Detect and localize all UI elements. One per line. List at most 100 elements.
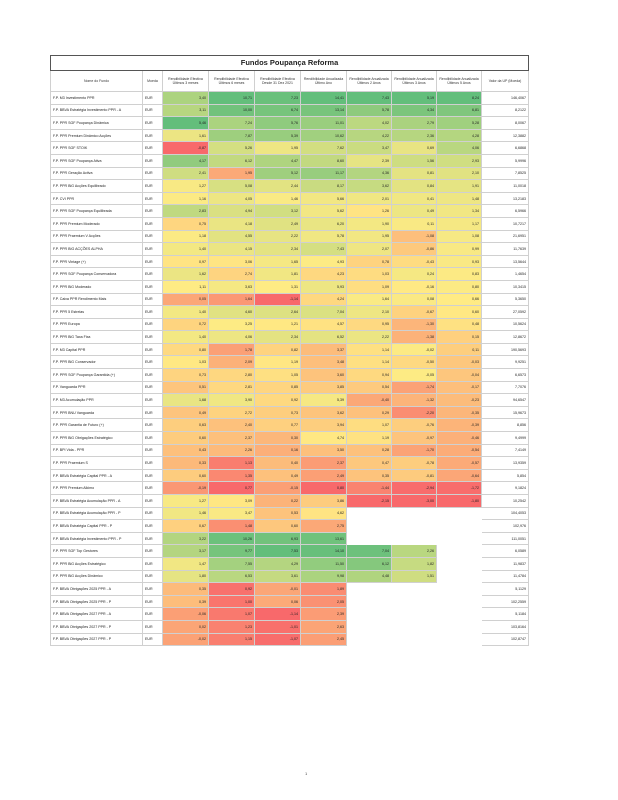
return-cell: 2,36 bbox=[391, 128, 437, 143]
return-cell: -0,86 bbox=[391, 242, 437, 256]
return-cell: 0,40 bbox=[254, 456, 301, 470]
table-row: F.P. PPR Premium Moderado EUR 0,75 4,18 2,49… bbox=[50, 216, 530, 231]
table-row: F.P. PPR SGF Poupança Dinâmica EUR 5,46 7,2… bbox=[50, 116, 530, 130]
return-cell: 8,60 bbox=[300, 153, 347, 168]
fund-name-cell: F.P. PPR SGF Poupança Garantida (+) bbox=[50, 368, 143, 382]
return-cell: -0,02 bbox=[162, 632, 209, 647]
unit-value-cell: 5,3650 bbox=[480, 292, 530, 307]
fund-name-cell: F.P. BBVA Estratégia Capital PPR - A bbox=[50, 468, 143, 483]
return-cell: -1,44 bbox=[346, 481, 392, 495]
currency-cell: EUR bbox=[142, 254, 163, 269]
return-cell: 1,46 bbox=[162, 506, 209, 521]
return-cell bbox=[392, 532, 437, 545]
return-cell: 14,41 bbox=[300, 91, 347, 105]
return-cell: 2,34 bbox=[254, 330, 301, 344]
return-cell: 2,10 bbox=[346, 305, 392, 319]
table-row: F.P. PPR Praemium S EUR 0,33 1,13 0,40 2,37 0,… bbox=[50, 456, 530, 470]
return-cell: 4,60 bbox=[208, 305, 255, 319]
return-cell: 0,51 bbox=[162, 380, 209, 395]
return-cell: 6,53 bbox=[208, 569, 255, 584]
return-cell: 3,60 bbox=[300, 368, 347, 382]
return-cell: 0,93 bbox=[436, 254, 482, 269]
return-cell: 6,74 bbox=[254, 103, 301, 118]
return-cell: 0,48 bbox=[436, 317, 482, 332]
fund-name-cell: F.P. Caixa PPR Rendimento Mais bbox=[50, 292, 143, 307]
return-cell: -0,17 bbox=[436, 380, 482, 395]
return-cell: 7,24 bbox=[208, 116, 255, 130]
return-cell bbox=[347, 608, 392, 621]
return-cell: 2,63 bbox=[300, 619, 347, 634]
currency-cell: EUR bbox=[142, 405, 163, 420]
return-cell: 0,15 bbox=[436, 330, 482, 344]
return-cell bbox=[392, 583, 437, 596]
table-row: F.P. PPR BiG Taxa Fixa EUR 1,40 4,06 2,34 6,5… bbox=[50, 330, 530, 344]
currency-cell: EUR bbox=[142, 619, 163, 634]
unit-value-cell: 102,8747 bbox=[480, 632, 530, 647]
table-row: F.P. PPR BIG ACÇÕES ALPHA EUR 1,40 4,15 2,34… bbox=[50, 242, 530, 256]
return-cell: -0,15 bbox=[254, 481, 301, 495]
table-row: F.P. BBVA Estratégia Investimento PPR - … bbox=[50, 531, 530, 546]
return-cell: -1,08 bbox=[391, 229, 437, 244]
return-cell bbox=[347, 507, 392, 520]
return-cell: 1,95 bbox=[346, 229, 392, 244]
table-row: F.P. Caixa PPR Rendimento Mais EUR 0,05 1,6… bbox=[50, 292, 530, 307]
fund-name-cell: F.P. PPR BiG Acções Dinâmico bbox=[50, 569, 143, 584]
return-cell: 4,24 bbox=[300, 292, 347, 307]
return-cell: -0,23 bbox=[436, 393, 482, 407]
return-cell: 2,39 bbox=[346, 153, 392, 168]
return-cell: 5,46 bbox=[162, 116, 209, 130]
fund-name-cell: F.P. PPR BiG Conservador bbox=[50, 355, 143, 370]
return-cell: 3,50 bbox=[300, 443, 347, 458]
unit-value-cell: 21,6951 bbox=[480, 229, 530, 244]
return-cell: 3,94 bbox=[300, 418, 347, 433]
return-cell: 7,43 bbox=[346, 91, 392, 105]
return-cell: 4,34 bbox=[391, 103, 437, 118]
return-cell: 1,95 bbox=[208, 166, 255, 181]
return-cell bbox=[392, 608, 437, 621]
return-cell: 2,05 bbox=[300, 594, 347, 609]
return-cell: 1,13 bbox=[208, 456, 255, 470]
return-cell: 0,80 bbox=[162, 342, 209, 357]
table-row: F.P. PPR BiG Conservador EUR 1,03 2,09 1,19 3… bbox=[50, 355, 530, 370]
return-cell: 0,49 bbox=[254, 468, 301, 483]
return-cell: 0,82 bbox=[254, 342, 301, 357]
return-cell: 0,81 bbox=[391, 166, 437, 181]
return-cell: 6,52 bbox=[300, 330, 347, 344]
fund-name-cell: F.P. M3 Capital PPR bbox=[50, 342, 143, 357]
return-cell bbox=[437, 595, 482, 608]
table-row: F.P. PPR SGF Poupança Ativa EUR 4,17 6,12 4,… bbox=[50, 153, 530, 168]
return-cell: 0,60 bbox=[162, 468, 209, 483]
return-cell: 3,09 bbox=[208, 494, 255, 508]
table-row: F.P. BBVA Obrigações 2027 PPR - P EUR 0,02… bbox=[50, 619, 530, 634]
return-cell: 4,06 bbox=[436, 141, 482, 155]
return-cell: 1,51 bbox=[391, 569, 437, 584]
return-cell: 0,22 bbox=[254, 494, 301, 508]
unit-value-cell: 11,4784 bbox=[480, 569, 530, 584]
unit-value-cell: 5,1129 bbox=[480, 582, 530, 596]
return-cell: 1,61 bbox=[162, 128, 209, 143]
return-cell: -0,39 bbox=[436, 418, 482, 433]
unit-value-cell: 6,5966 bbox=[480, 204, 530, 218]
return-cell: 0,84 bbox=[391, 179, 437, 193]
unit-value-cell: 6,6573 bbox=[480, 368, 530, 382]
return-cell: 10,26 bbox=[208, 531, 255, 546]
currency-cell: EUR bbox=[142, 191, 163, 206]
return-cell: 3,62 bbox=[300, 405, 347, 420]
return-cell: 0,92 bbox=[208, 582, 255, 596]
fund-name-cell: F.P. PPR SGF Top Gestores bbox=[50, 544, 143, 558]
fund-name-cell: F.P. BBVA Estratégia Acumulação PPR - A bbox=[50, 494, 143, 508]
return-cell: 2,07 bbox=[346, 242, 392, 256]
return-cell bbox=[437, 620, 482, 633]
return-cell: 0,97 bbox=[162, 254, 209, 269]
column-header: Valor da UP (Moeda) bbox=[480, 70, 530, 92]
unit-value-cell: 10,5624 bbox=[480, 317, 530, 332]
table-row: F.P. BBVA Estratégia Investimento PPR - … bbox=[50, 103, 530, 118]
return-cell: 2,80 bbox=[208, 368, 255, 382]
fund-name-cell: F.P. PPR Vintage (+) bbox=[50, 254, 143, 269]
unit-value-cell: 11,9837 bbox=[480, 556, 530, 571]
unit-value-cell: 6,6868 bbox=[480, 141, 530, 155]
fund-name-cell: F.P. PPR SGF Poupança Dinâmica bbox=[50, 116, 143, 130]
return-cell: 1,90 bbox=[346, 216, 392, 231]
fund-name-cell: F.P. PPR Praemium V Acções bbox=[50, 229, 143, 244]
currency-cell: EUR bbox=[142, 103, 163, 118]
